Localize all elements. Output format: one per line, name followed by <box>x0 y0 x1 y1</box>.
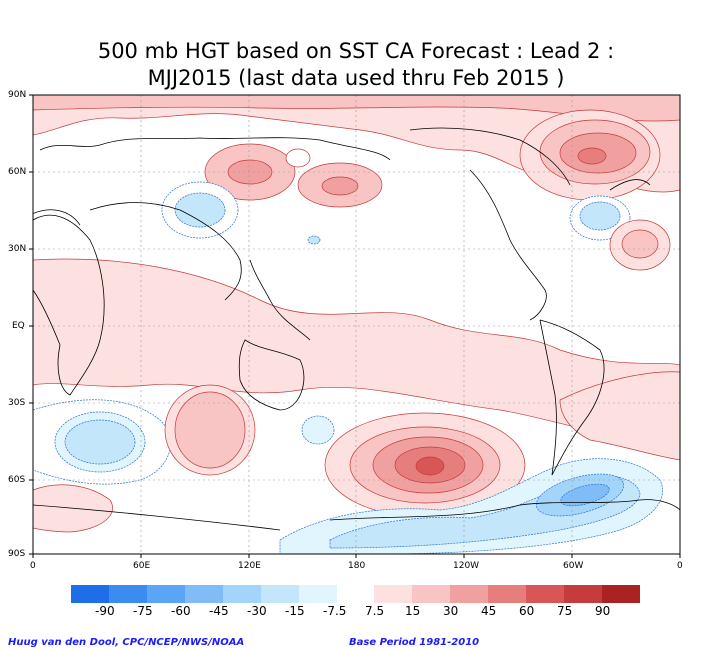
colorbar-label: -60 <box>171 604 191 618</box>
gridlines <box>33 95 680 554</box>
title-line-1: 500 mb HGT based on SST CA Forecast : Le… <box>97 39 615 63</box>
lon-label: 180 <box>348 561 366 571</box>
colorbar-label: 15 <box>405 604 421 618</box>
lat-label: 60N <box>8 167 27 177</box>
colorbar-label: 30 <box>443 604 459 618</box>
colorbar-swatch <box>223 585 261 603</box>
credit-text: Huug van den Dool, CPC/NCEP/NWS/NOAA <box>8 637 245 648</box>
colorbar-label: -45 <box>209 604 229 618</box>
colorbar-label: 60 <box>519 604 535 618</box>
lon-label: 60E <box>133 561 151 571</box>
colorbar-label: -15 <box>285 604 305 618</box>
colorbar-label: -7.5 <box>323 604 347 618</box>
colorbar-swatch <box>71 585 109 603</box>
chart-title: 500 mb HGT based on SST CA Forecast : Le… <box>0 38 712 92</box>
lat-label: EQ <box>12 321 25 331</box>
lat-label: 30N <box>8 244 27 254</box>
colorbar-swatch <box>488 585 526 603</box>
lat-label: 30S <box>8 398 26 408</box>
colorbar-label: -90 <box>95 604 115 618</box>
lon-label: 0 <box>677 561 683 571</box>
colorbar-swatch <box>374 585 412 603</box>
colorbar-label: -75 <box>133 604 153 618</box>
colorbar-swatch <box>412 585 450 603</box>
lon-label: 120E <box>238 561 261 571</box>
colorbar-swatch <box>261 585 299 603</box>
colorbar-label: -30 <box>247 604 267 618</box>
lon-label: 0 <box>30 561 36 571</box>
colorbar-swatch <box>299 585 337 603</box>
colorbar-swatch <box>450 585 488 603</box>
axis-ticks <box>29 94 681 558</box>
colorbar-swatch <box>109 585 147 603</box>
colorbar-label: 75 <box>557 604 573 618</box>
title-line-2: MJJ2015 (last data used thru Feb 2015 ) <box>147 66 565 90</box>
colorbar-swatch <box>564 585 602 603</box>
colorbar-label: 45 <box>481 604 497 618</box>
lon-label: 120W <box>453 561 480 571</box>
lat-label: 60S <box>8 475 26 485</box>
colorbar-label: 7.5 <box>365 604 385 618</box>
colorbar-swatch <box>526 585 564 603</box>
colorbar <box>71 585 640 603</box>
base-period-text: Base Period 1981-2010 <box>349 637 480 648</box>
colorbar-label: 90 <box>595 604 611 618</box>
lat-label: 90N <box>8 90 27 100</box>
lon-label: 60W <box>563 561 584 571</box>
anomaly-fields <box>33 95 680 554</box>
lat-label: 90S <box>8 549 26 559</box>
coastlines <box>33 127 680 531</box>
colorbar-swatch <box>185 585 223 603</box>
colorbar-swatch <box>147 585 185 603</box>
colorbar-swatch <box>602 585 640 603</box>
